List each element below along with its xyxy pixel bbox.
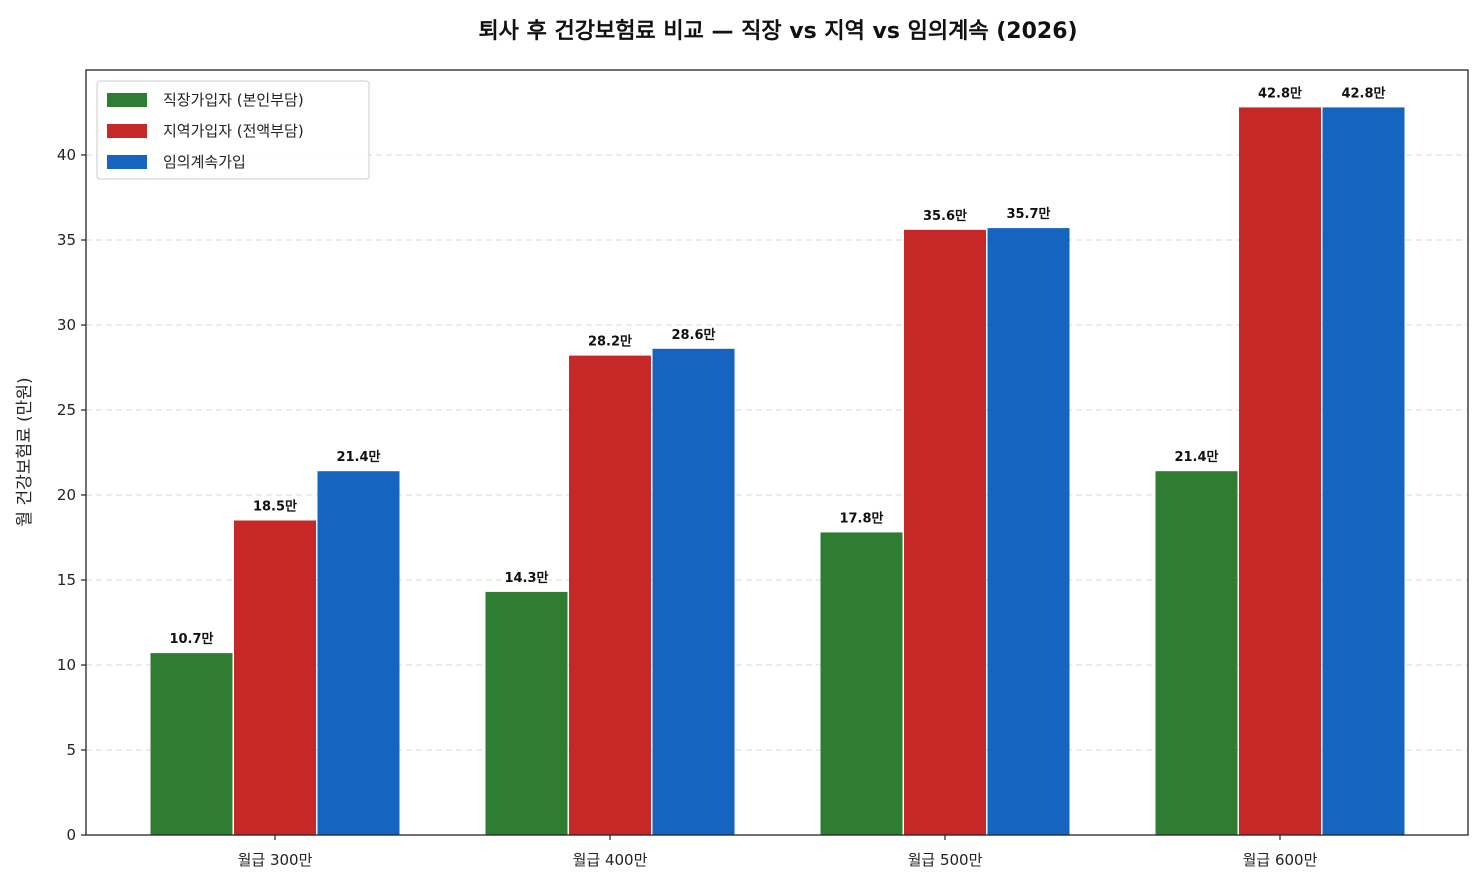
y-tick-label: 15: [57, 571, 76, 589]
y-axis-label: 월 건강보험료 (만원): [15, 377, 35, 526]
bar: [317, 471, 400, 835]
bar-data-labels: 10.7만 18.5만 21.4만 14.3만 28.2만 28.6만 17.8만 35.6만…: [169, 85, 1385, 647]
bar: [652, 348, 735, 835]
bar-value-label: 28.2만: [588, 334, 632, 350]
x-tick-label: 월급 300만: [238, 851, 313, 869]
bar-value-label: 35.6만: [923, 208, 967, 224]
y-tick-label: 35: [57, 231, 76, 249]
x-tick-label: 월급 600만: [1243, 851, 1318, 869]
bar-value-label: 14.3만: [504, 570, 548, 586]
bar-value-label: 35.7만: [1006, 206, 1050, 222]
bar-value-label: 42.8만: [1341, 85, 1385, 101]
bar: [820, 532, 903, 835]
x-tick-label: 월급 500만: [908, 851, 983, 869]
y-tick-label: 30: [57, 316, 76, 334]
bars: [150, 107, 1405, 836]
legend: 직장가입자 (본인부담) 지역가입자 (전액부담) 임의계속가입: [96, 80, 370, 180]
legend-label: 지역가입자 (전액부담): [163, 122, 304, 140]
plot-frame: [85, 69, 1469, 836]
bar: [904, 229, 986, 836]
y-tick-label: 40: [57, 146, 76, 164]
x-axis-ticks: 월급 300만 월급 400만 월급 500만 월급 600만: [238, 835, 1318, 869]
x-tick-label: 월급 400만: [573, 851, 648, 869]
bar-value-label: 18.5만: [253, 499, 297, 515]
y-tick-label: 10: [57, 656, 76, 674]
bar-value-label: 21.4만: [336, 449, 380, 465]
y-axis-ticks: 0 5 10 15 20 25 30 35 40: [57, 146, 86, 844]
bar: [1322, 107, 1405, 835]
bar-value-label: 28.6만: [671, 327, 715, 343]
legend-swatch: [107, 124, 147, 138]
gridlines: [86, 154, 1468, 751]
bar-value-label: 42.8만: [1258, 85, 1302, 101]
y-tick-label: 25: [57, 401, 76, 419]
bar-value-label: 21.4만: [1174, 449, 1218, 465]
bar: [150, 653, 233, 835]
chart-title: 퇴사 후 건강보험료 비교 — 직장 vs 지역 vs 임의계속 (2026): [478, 18, 1077, 44]
bar: [1239, 107, 1321, 835]
bar-value-label: 10.7만: [169, 631, 213, 647]
legend-swatch: [107, 93, 147, 107]
legend-label: 직장가입자 (본인부담): [163, 91, 304, 109]
bar: [234, 520, 316, 835]
bar: [485, 591, 568, 835]
y-tick-label: 20: [57, 486, 76, 504]
bar: [1155, 471, 1238, 835]
legend-label: 임의계속가입: [163, 153, 246, 171]
legend-swatch: [107, 155, 147, 169]
bar: [987, 228, 1070, 836]
y-tick-label: 5: [66, 741, 76, 759]
bar: [569, 355, 651, 835]
y-tick-label: 0: [66, 826, 76, 844]
bar-value-label: 17.8만: [839, 510, 883, 526]
legend-box: [96, 80, 370, 180]
